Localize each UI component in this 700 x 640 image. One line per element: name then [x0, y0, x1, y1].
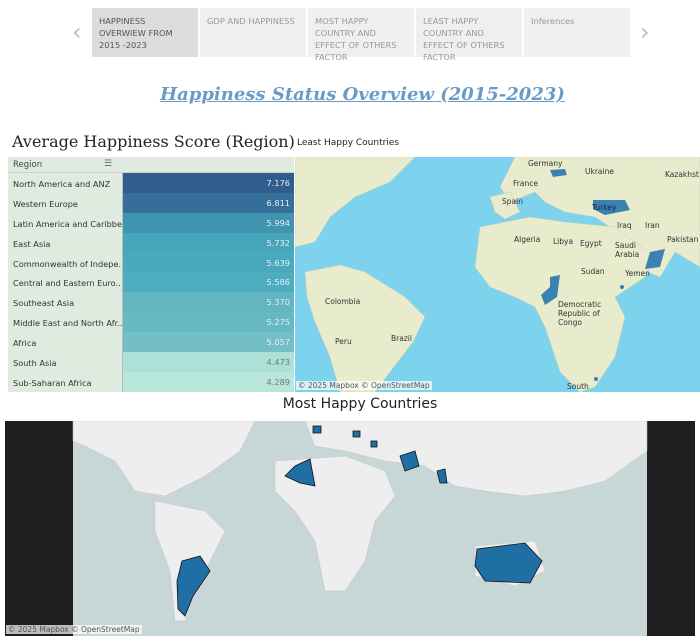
most-map-canvas	[72, 421, 648, 636]
map-label-iraq: Iraq	[617, 221, 632, 230]
story-tabs: HAPPINESS OVERWIEW FROM 2015 -2023 GDP A…	[92, 8, 630, 62]
region-name: Western Europe	[13, 198, 78, 209]
region-name: Southeast Asia	[13, 298, 75, 309]
score-cell: 6.811	[122, 192, 294, 213]
table-header: Region ☰	[8, 157, 294, 173]
least-map-canvas	[295, 157, 700, 392]
region-name: Sub-Saharan Africa	[13, 377, 92, 388]
table-row[interactable]: East Asia 5.732	[8, 232, 294, 253]
table-row[interactable]: Western Europe 6.811	[8, 192, 294, 213]
map-label-kazakhstan: Kazakhst	[665, 170, 699, 179]
score-cell: 7.176	[122, 173, 294, 193]
map-label-france: France	[513, 179, 538, 188]
tab-gdp-happiness[interactable]: GDP AND HAPPINESS	[200, 8, 306, 57]
sort-icon[interactable]: ☰	[104, 159, 113, 169]
tab-most-happy[interactable]: MOST HAPPY COUNTRY AND EFFECT OF OTHERS …	[308, 8, 414, 62]
table-row[interactable]: North America and ANZ 7.176	[8, 173, 294, 193]
table-row[interactable]: Middle East and North Afr.. 5.275	[8, 312, 294, 333]
region-name: South Asia	[13, 358, 57, 369]
table-row[interactable]: Central and Eastern Euro.. 5.586	[8, 272, 294, 293]
map-label-yemen: Yemen	[625, 269, 650, 278]
map-label-pakistan: Pakistan	[667, 235, 699, 244]
prev-tab-arrow[interactable]: ‹	[72, 18, 82, 46]
map-label-germany: Germany	[528, 159, 563, 168]
region-name: East Asia	[13, 238, 51, 249]
region-name: Latin America and Caribbe..	[13, 218, 122, 229]
score-cell: 5.586	[122, 272, 294, 293]
map-label-ukraine: Ukraine	[585, 167, 614, 176]
map-label-iran: Iran	[645, 221, 660, 230]
region-name: Commonwealth of Indepe..	[13, 258, 122, 269]
map-label-sudan: Sudan	[581, 267, 605, 276]
table-row[interactable]: Sub-Saharan Africa 4.289	[8, 371, 294, 392]
map-label-drc: Democratic Republic of Congo	[558, 300, 602, 327]
table-row[interactable]: Southeast Asia 5.370	[8, 292, 294, 313]
region-name: Africa	[13, 338, 37, 349]
region-column-header: Region	[13, 160, 43, 170]
tab-inferences[interactable]: Inferences	[524, 8, 630, 57]
most-map-title: Most Happy Countries	[282, 396, 438, 412]
score-cell: 5.057	[122, 332, 294, 353]
score-cell: 5.370	[122, 292, 294, 313]
map-label-libya: Libya	[553, 237, 574, 246]
map-label-saudi-arabia: Saudi Arabia	[615, 241, 640, 259]
map-label-peru: Peru	[335, 337, 352, 346]
score-cell: 5.275	[122, 312, 294, 333]
region-name: Central and Eastern Euro..	[13, 278, 121, 289]
region-score-table: Region ☰ North America and ANZ 7.176 Weste…	[8, 157, 294, 392]
table-row[interactable]: South Asia 4.473	[8, 352, 294, 372]
score-cell: 5.639	[122, 252, 294, 273]
table-row[interactable]: Africa 5.057	[8, 332, 294, 353]
map-label-algeria: Algeria	[514, 235, 541, 244]
score-cell: 4.473	[122, 352, 294, 372]
tab-least-happy[interactable]: LEAST HAPPY COUNTRY AND EFFECT OF OTHERS…	[416, 8, 522, 62]
region-name: Middle East and North Afr..	[13, 318, 122, 329]
score-cell: 5.994	[122, 212, 294, 233]
region-name: North America and ANZ	[13, 179, 111, 189]
next-tab-arrow[interactable]: ›	[640, 18, 650, 46]
map-label-turkey: Turkey	[592, 203, 617, 212]
least-happy-map[interactable]: Germany France Ukraine Kazakhst Spain Tu…	[295, 157, 700, 392]
map-label-south: South	[567, 382, 589, 391]
map-label-spain: Spain	[502, 197, 523, 206]
most-happy-map[interactable]: © 2025 Mapbox © OpenStreetMap	[5, 421, 695, 636]
map-attribution-2[interactable]: © 2025 Mapbox © OpenStreetMap	[6, 625, 142, 634]
page-title: Happiness Status Overview (2015-2023)	[160, 84, 565, 105]
map-label-egypt: Egypt	[580, 239, 602, 248]
score-cell: 5.732	[122, 232, 294, 253]
map-label-colombia: Colombia	[325, 297, 361, 306]
least-map-title: Least Happy Countries	[297, 138, 400, 148]
tab-happiness-overview[interactable]: HAPPINESS OVERWIEW FROM 2015 -2023	[92, 8, 198, 57]
table-row[interactable]: Commonwealth of Indepe.. 5.639	[8, 252, 294, 273]
table-row[interactable]: Latin America and Caribbe.. 5.994	[8, 212, 294, 233]
map-label-brazil: Brazil	[391, 334, 412, 343]
map-attribution[interactable]: © 2025 Mapbox © OpenStreetMap	[296, 381, 432, 390]
region-table-title: Average Happiness Score (Region)	[12, 132, 295, 151]
score-cell: 4.289	[122, 371, 294, 392]
